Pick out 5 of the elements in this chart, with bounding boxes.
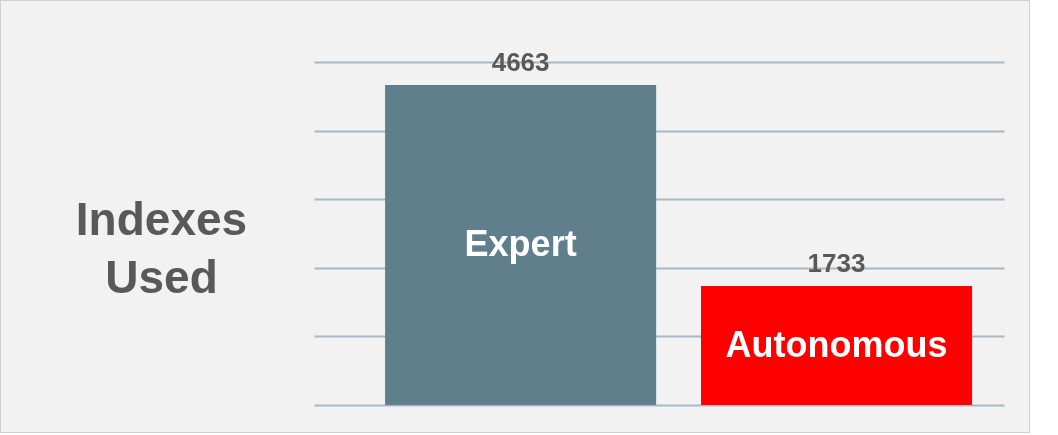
x-tick-label: Expert xyxy=(464,223,577,265)
data-label: 4663 xyxy=(491,47,550,78)
y-axis-title: Indexes Used xyxy=(75,192,248,303)
data-label: 1733 xyxy=(807,248,866,279)
x-tick-label: Autonomous xyxy=(725,323,948,365)
